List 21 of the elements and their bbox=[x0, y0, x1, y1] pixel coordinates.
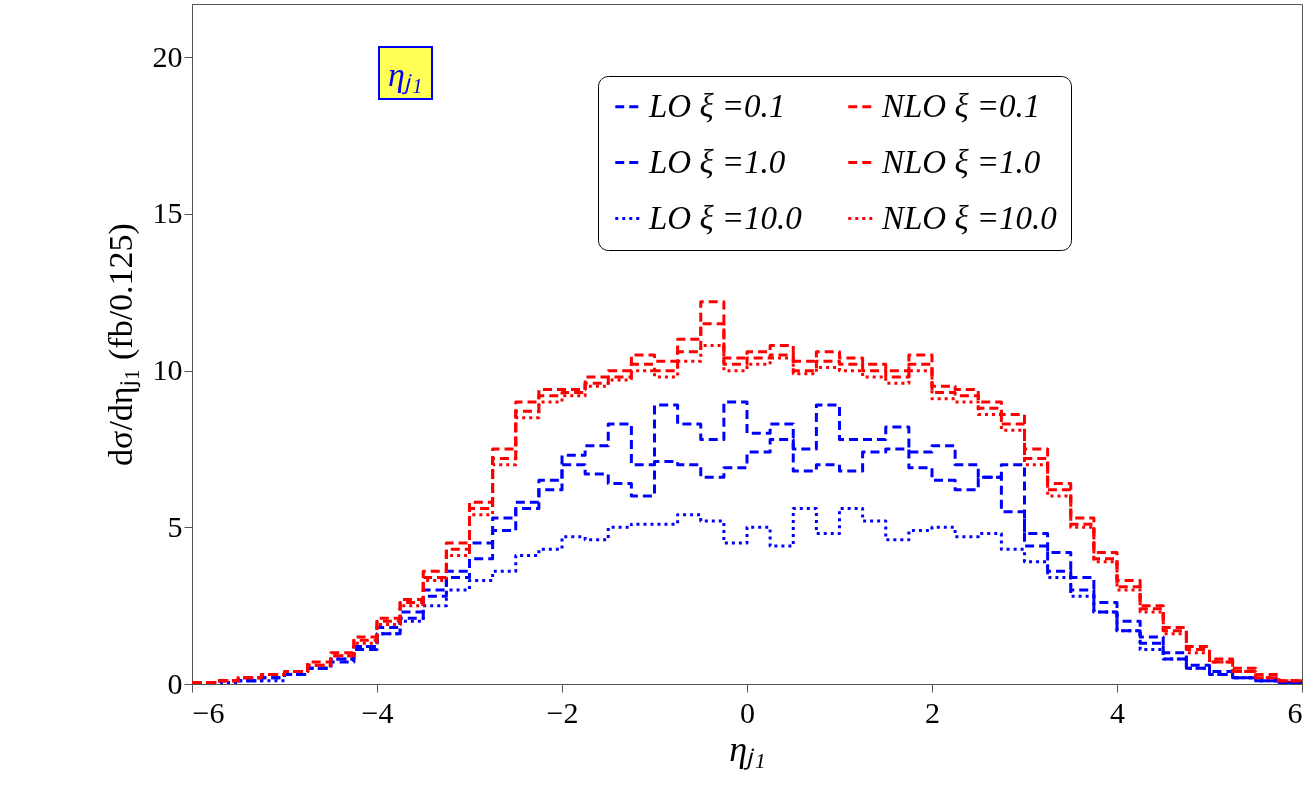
legend-label: LO ξ =0.1 bbox=[648, 87, 786, 124]
x-tick-label: 2 bbox=[925, 695, 940, 729]
legend-label: LO ξ =1.0 bbox=[648, 143, 786, 180]
x-tick-label: −2 bbox=[546, 695, 579, 729]
x-tick-label: 0 bbox=[740, 695, 755, 729]
legend-label: LO ξ =10.0 bbox=[648, 199, 803, 236]
legend-label: NLO ξ =1.0 bbox=[881, 143, 1041, 180]
y-axis-title: dσ/dηⱼ₁ (fb/0.125) bbox=[101, 223, 141, 466]
legend-label: NLO ξ =0.1 bbox=[881, 87, 1041, 124]
y-tick-label: 15 bbox=[152, 196, 183, 230]
x-axis-title: ηⱼ₁ bbox=[729, 728, 766, 770]
legend-label: NLO ξ =10.0 bbox=[881, 199, 1058, 236]
x-tick-label: 4 bbox=[1110, 695, 1125, 729]
y-tick-label: 0 bbox=[167, 666, 183, 700]
x-tick-label: −4 bbox=[361, 695, 394, 729]
annotation: ηⱼ₁ bbox=[378, 46, 433, 100]
x-tick-label: 6 bbox=[1287, 695, 1303, 729]
y-tick-label: 20 bbox=[152, 39, 183, 73]
y-tick-label: 10 bbox=[152, 353, 183, 387]
y-tick-label: 5 bbox=[167, 509, 183, 543]
x-tick-label: −6 bbox=[192, 695, 225, 729]
